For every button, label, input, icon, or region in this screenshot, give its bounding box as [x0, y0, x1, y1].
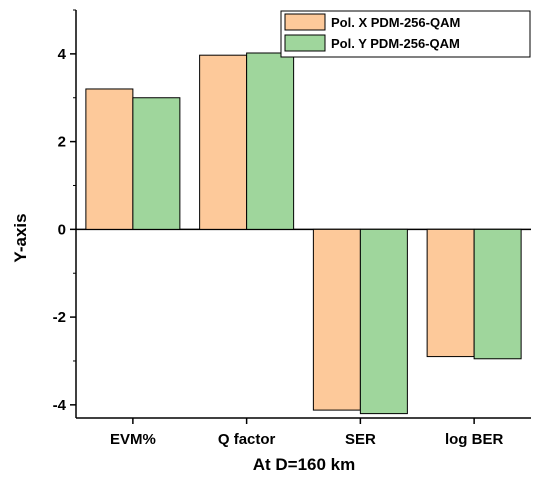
legend-swatch: [284, 13, 326, 31]
y-tick-label: -2: [53, 309, 66, 326]
legend-label: Pol. Y PDM-256-QAM: [331, 36, 460, 51]
bar-pol-y-1: [246, 52, 295, 230]
bar-pol-x-0: [85, 88, 134, 230]
axes-layer: EVM% Q factor SER log BER -4 -2 0 2 4: [53, 9, 531, 448]
y-tick-label: 2: [58, 134, 66, 151]
x-tick-label: EVM%: [110, 431, 156, 448]
y-tick-label: 0: [58, 221, 66, 238]
legend: Pol. X PDM-256-QAM Pol. Y PDM-256-QAM: [280, 10, 531, 58]
x-tick-label: Q factor: [218, 431, 276, 448]
bar-pol-y-2: [359, 228, 408, 415]
x-tick-label: log BER: [445, 431, 503, 448]
bars-layer: [85, 52, 522, 415]
bar-pol-x-3: [426, 228, 475, 358]
legend-swatch: [284, 34, 326, 52]
x-axis-label: At D=160 km: [253, 455, 356, 474]
y-axis-label: Y-axis: [11, 213, 30, 262]
y-tick-label: -4: [53, 397, 67, 414]
x-tick-label: SER: [345, 431, 376, 448]
bar-pol-x-1: [199, 54, 248, 230]
bar-pol-y-0: [132, 97, 181, 230]
y-tick-label: 4: [58, 46, 67, 63]
legend-label: Pol. X PDM-256-QAM: [331, 15, 460, 30]
bar-pol-x-2: [312, 228, 361, 411]
bar-pol-y-3: [473, 228, 522, 360]
